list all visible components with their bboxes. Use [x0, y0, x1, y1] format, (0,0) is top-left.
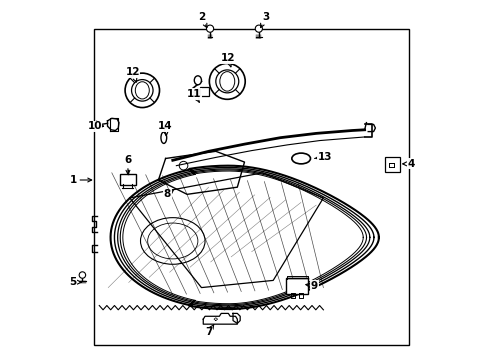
FancyBboxPatch shape: [285, 278, 308, 294]
Ellipse shape: [291, 153, 310, 164]
Text: 8: 8: [163, 189, 174, 199]
Text: 11: 11: [187, 89, 201, 102]
Text: 2: 2: [198, 12, 206, 28]
Circle shape: [125, 73, 159, 108]
FancyBboxPatch shape: [385, 157, 399, 172]
Text: 7: 7: [204, 324, 214, 337]
Text: 12: 12: [221, 53, 235, 67]
Circle shape: [209, 63, 244, 99]
Text: 6: 6: [124, 155, 131, 174]
Bar: [94, 30, 408, 345]
Text: 9: 9: [305, 281, 317, 291]
Text: 4: 4: [402, 159, 414, 169]
Circle shape: [206, 25, 213, 32]
Text: 12: 12: [125, 67, 140, 82]
FancyBboxPatch shape: [120, 174, 136, 185]
FancyBboxPatch shape: [200, 87, 208, 96]
Text: 1: 1: [69, 175, 91, 185]
Text: 10: 10: [87, 121, 103, 131]
Text: 14: 14: [158, 121, 173, 136]
Ellipse shape: [161, 132, 166, 143]
Text: 13: 13: [314, 152, 332, 162]
Ellipse shape: [194, 76, 201, 85]
Circle shape: [255, 25, 262, 32]
Circle shape: [79, 272, 85, 278]
Text: 5: 5: [69, 277, 81, 287]
Text: 3: 3: [260, 12, 269, 28]
